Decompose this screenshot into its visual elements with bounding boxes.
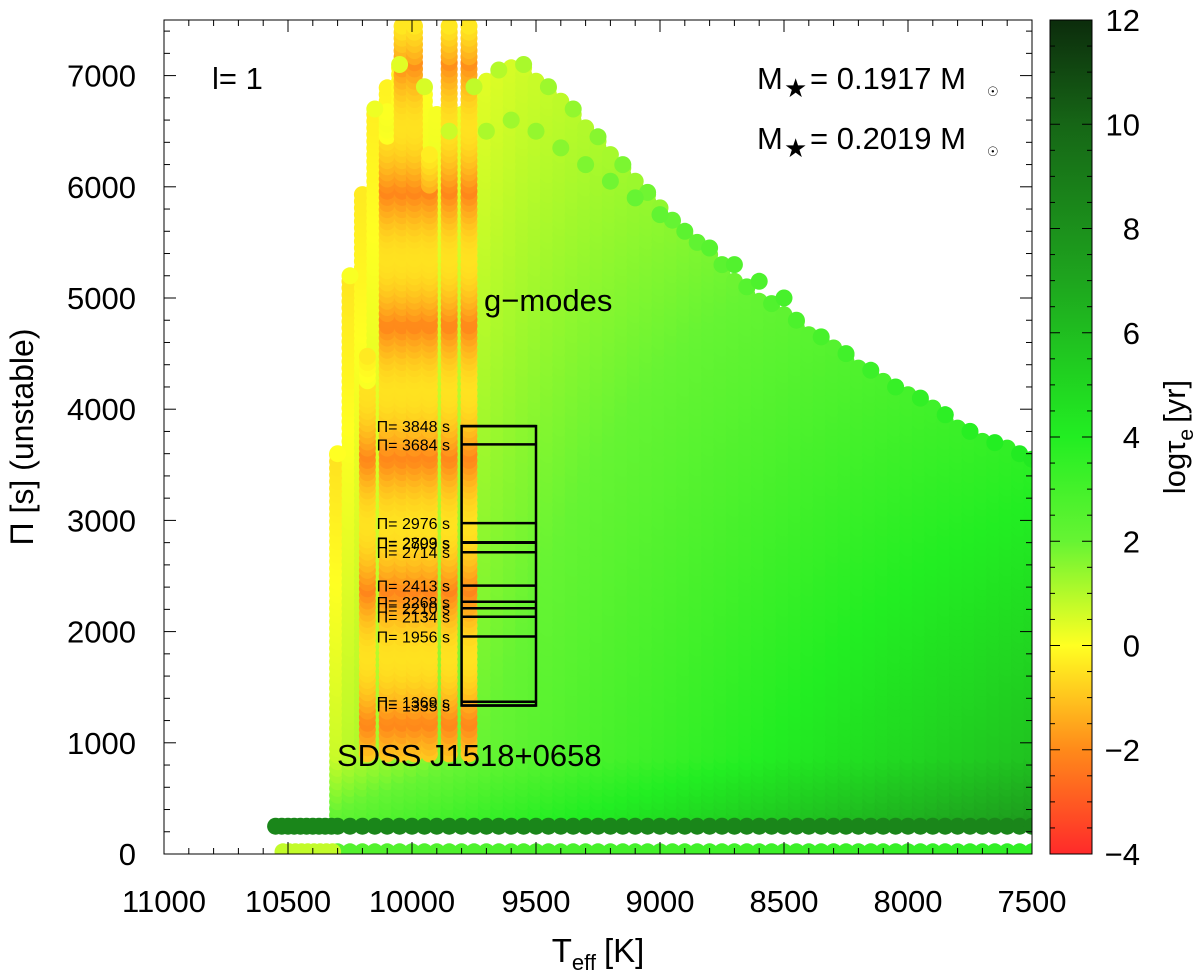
data-point [323, 818, 340, 835]
